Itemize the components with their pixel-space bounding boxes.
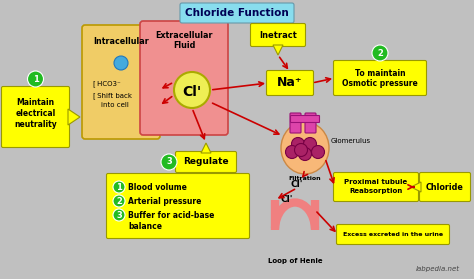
Text: Proximal tubule: Proximal tubule <box>345 179 408 185</box>
FancyBboxPatch shape <box>334 61 427 95</box>
FancyBboxPatch shape <box>180 3 294 23</box>
Text: Buffer for acid-base: Buffer for acid-base <box>128 211 214 220</box>
Text: Inetract: Inetract <box>259 30 297 40</box>
Text: [ Shift back: [ Shift back <box>93 92 132 99</box>
Text: [ HCO3⁻: [ HCO3⁻ <box>93 80 121 87</box>
Text: Cl': Cl' <box>182 85 201 99</box>
Text: 3: 3 <box>166 158 172 167</box>
Text: Chloride: Chloride <box>426 182 464 191</box>
Text: 1: 1 <box>33 74 38 83</box>
FancyBboxPatch shape <box>140 21 228 135</box>
Text: Na⁺: Na⁺ <box>277 76 303 90</box>
Text: Reabsorption: Reabsorption <box>349 188 402 194</box>
Text: 3: 3 <box>116 210 122 220</box>
Circle shape <box>292 138 304 150</box>
Ellipse shape <box>281 122 329 174</box>
Circle shape <box>311 146 325 158</box>
FancyBboxPatch shape <box>334 172 419 201</box>
Text: To maintain: To maintain <box>355 69 405 78</box>
Circle shape <box>299 148 311 160</box>
Circle shape <box>303 138 317 150</box>
Text: balance: balance <box>128 222 162 231</box>
Text: Arterial pressure: Arterial pressure <box>128 197 201 206</box>
Text: electrical: electrical <box>15 109 55 118</box>
Text: Cl': Cl' <box>291 180 303 189</box>
Polygon shape <box>201 143 211 153</box>
Circle shape <box>114 56 128 70</box>
Polygon shape <box>411 182 421 192</box>
Circle shape <box>294 143 308 157</box>
Text: 1: 1 <box>116 182 122 191</box>
FancyBboxPatch shape <box>266 71 313 95</box>
Text: labpedia.net: labpedia.net <box>416 266 460 272</box>
Circle shape <box>174 72 210 108</box>
Polygon shape <box>68 109 80 125</box>
Text: Loop of Henle: Loop of Henle <box>268 258 322 264</box>
Text: Cl': Cl' <box>281 195 293 204</box>
Text: Chloride Function: Chloride Function <box>185 8 289 18</box>
Circle shape <box>161 154 177 170</box>
Polygon shape <box>273 45 283 55</box>
FancyBboxPatch shape <box>290 113 301 133</box>
Text: 2: 2 <box>116 196 122 206</box>
FancyBboxPatch shape <box>1 86 70 148</box>
Circle shape <box>372 45 388 61</box>
Circle shape <box>285 146 299 158</box>
FancyBboxPatch shape <box>305 113 316 133</box>
FancyBboxPatch shape <box>82 25 160 139</box>
Text: Excess excreted in the urine: Excess excreted in the urine <box>343 232 443 237</box>
Text: Maintain: Maintain <box>17 98 55 107</box>
Text: Extracellular: Extracellular <box>155 31 213 40</box>
FancyBboxPatch shape <box>419 172 471 201</box>
FancyBboxPatch shape <box>250 23 306 47</box>
FancyBboxPatch shape <box>175 151 237 172</box>
FancyBboxPatch shape <box>337 225 449 244</box>
Text: Regulate: Regulate <box>183 158 229 167</box>
FancyBboxPatch shape <box>107 174 249 239</box>
Text: Fluid: Fluid <box>173 41 195 50</box>
Circle shape <box>27 71 44 87</box>
Circle shape <box>113 209 125 221</box>
Text: Filtration: Filtration <box>289 176 321 181</box>
Text: into cell: into cell <box>101 102 129 108</box>
Text: Blood volume: Blood volume <box>128 183 187 192</box>
Text: Glomerulus: Glomerulus <box>331 138 371 144</box>
Text: 2: 2 <box>377 49 383 57</box>
Text: neutrality: neutrality <box>14 120 57 129</box>
FancyBboxPatch shape <box>291 116 319 122</box>
Text: Intracellular: Intracellular <box>93 37 149 46</box>
Circle shape <box>113 195 125 207</box>
Text: Osmotic pressure: Osmotic pressure <box>342 79 418 88</box>
Circle shape <box>113 181 125 193</box>
